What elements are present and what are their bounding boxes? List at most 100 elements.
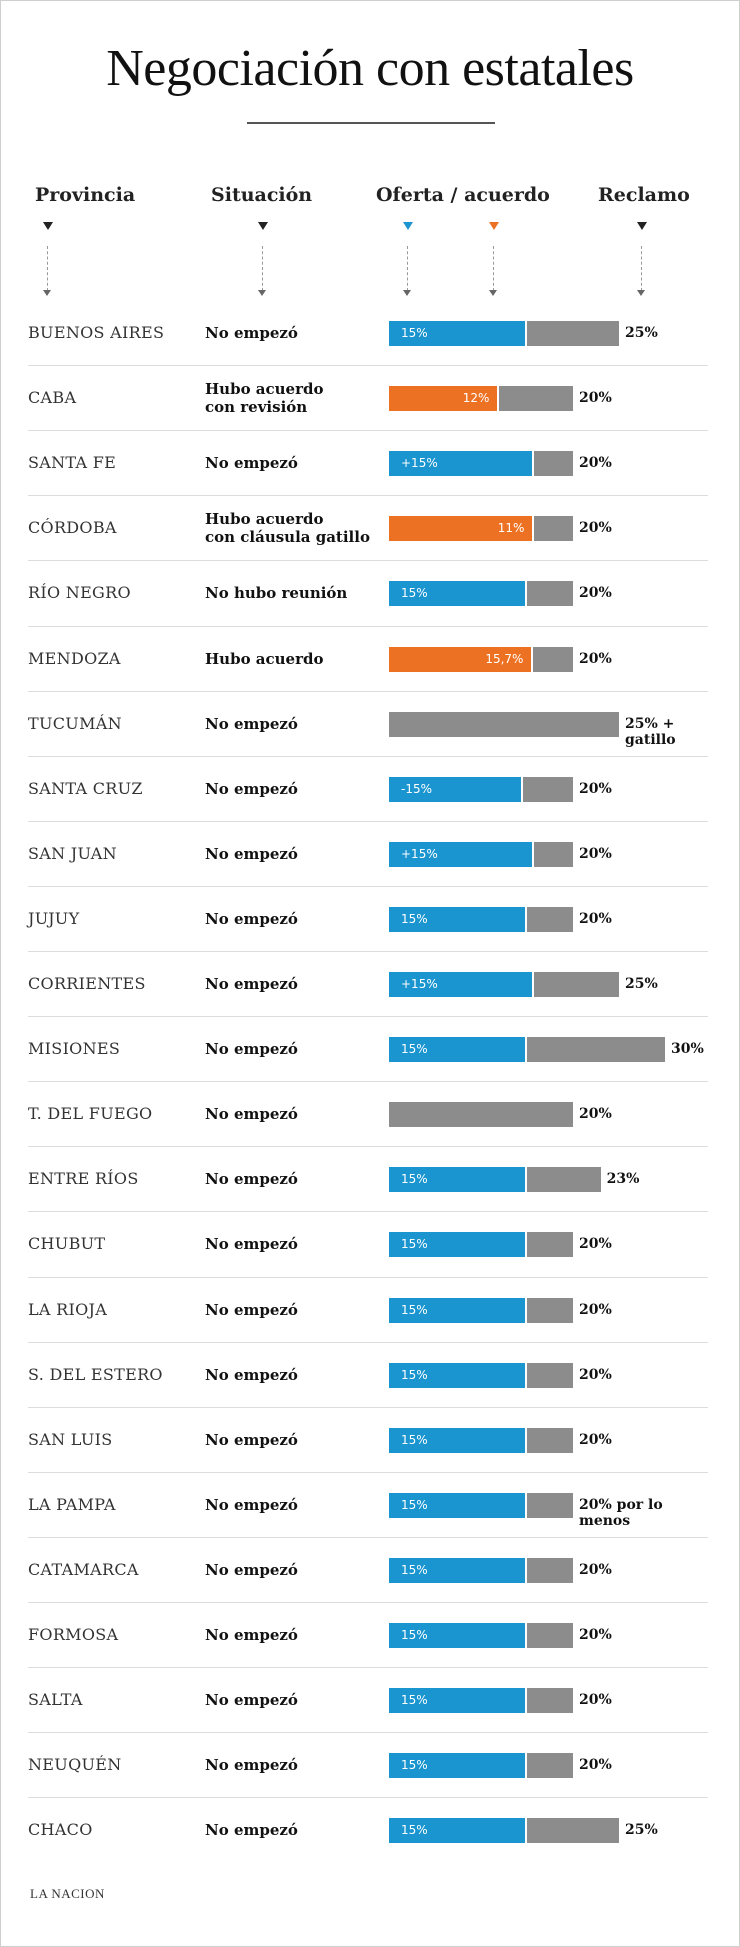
- chart-row: BUENOS AIRES No empezó 15% 25%: [28, 300, 708, 365]
- situation-label: No empezó: [205, 714, 298, 733]
- row-divider: [28, 430, 708, 432]
- province-label: SAN LUIS: [28, 1429, 113, 1449]
- oferta-guide-line: [407, 246, 408, 291]
- offer-bar: -15%: [389, 776, 524, 802]
- situation-label: No empezó: [205, 1170, 298, 1189]
- claim-value-label: 20%: [579, 1627, 612, 1643]
- claim-value-label: 20%: [579, 520, 612, 537]
- agreement-bar: 15,7%: [389, 646, 534, 672]
- province-label: MENDOZA: [28, 648, 121, 668]
- claim-bar: [389, 1102, 573, 1128]
- province-label: RÍO NEGRO: [28, 583, 131, 603]
- claim-value-label: 25% + gatillo: [625, 715, 676, 748]
- provincia-guide-line: [47, 246, 48, 291]
- province-label: LA RIOJA: [28, 1299, 108, 1319]
- chart-row: CHACO No empezó 15% 25%: [28, 1797, 708, 1862]
- offer-bar: 15%: [389, 321, 527, 346]
- claim-value-label: 20%: [579, 1301, 612, 1318]
- chart-row: CHUBUT No empezó 15% 20%: [28, 1211, 708, 1276]
- situation-label: No empezó: [205, 1495, 298, 1514]
- chart-row: SAN LUIS No empezó 15% 20%: [28, 1407, 708, 1472]
- row-divider: [28, 690, 708, 692]
- offer-bar: +15%: [389, 841, 535, 867]
- province-label: CORRIENTES: [28, 974, 146, 993]
- offer-bar: 15%: [389, 1492, 527, 1518]
- province-label: CATAMARCA: [28, 1559, 139, 1579]
- claim-bar: [389, 711, 619, 737]
- offer-bar: 15%: [389, 1557, 527, 1583]
- chart-row: CÓRDOBA Hubo acuerdo con cláusula gatillo…: [28, 495, 708, 560]
- agreement-bar: 12%: [389, 386, 500, 412]
- header-oferta: Oferta / acuerdo: [376, 184, 550, 206]
- row-divider: [28, 951, 708, 952]
- province-label: FORMOSA: [28, 1625, 119, 1644]
- province-label: CHUBUT: [28, 1234, 106, 1254]
- row-divider: [28, 365, 708, 367]
- claim-value-label: 25%: [625, 325, 658, 341]
- chart-row: FORMOSA No empezó 15% 20%: [28, 1602, 708, 1667]
- province-label: TUCUMÁN: [28, 713, 122, 733]
- province-label: S. DEL ESTERO: [28, 1364, 163, 1384]
- situation-label: Hubo acuerdo: [205, 649, 324, 668]
- chart-row: RÍO NEGRO No hubo reunión 15% 20%: [28, 560, 708, 625]
- claim-value-label: 20%: [579, 845, 612, 862]
- chart-row: SAN JUAN No empezó +15% 20%: [28, 821, 708, 886]
- offer-bar: 15%: [389, 1688, 527, 1714]
- province-label: CÓRDOBA: [28, 518, 117, 538]
- reclamo-guide-line: [641, 246, 642, 291]
- offer-bar: 15%: [389, 1297, 527, 1323]
- offer-bar: 15%: [389, 1427, 527, 1453]
- acuerdo-arrow-icon: [489, 290, 497, 296]
- chart-row: S. DEL ESTERO No empezó 15% 20%: [28, 1342, 708, 1407]
- reclamo-marker-icon: [637, 222, 647, 230]
- province-label: CABA: [28, 388, 77, 408]
- acuerdo-guide-line: [493, 246, 494, 291]
- claim-value-label: 30%: [671, 1041, 704, 1058]
- provincia-arrow-icon: [43, 290, 51, 296]
- chart-row: CABA Hubo acuerdo con revisión 12% 20%: [28, 365, 708, 430]
- chart-row: ENTRE RÍOS No empezó 15% 23%: [28, 1146, 708, 1211]
- offer-bar: 15%: [389, 1232, 527, 1258]
- source-logo: LA NACION: [30, 1886, 105, 1901]
- chart-row: SANTA FE No empezó +15% 20%: [28, 430, 708, 495]
- claim-value-label: 20%: [579, 1692, 612, 1709]
- claim-value-label: 20%: [579, 1106, 612, 1123]
- offer-bar: 15%: [389, 1037, 527, 1063]
- offer-bar: +15%: [389, 972, 535, 997]
- province-label: SAN JUAN: [28, 843, 117, 863]
- row-divider: [28, 1211, 708, 1213]
- situation-label: No empezó: [205, 454, 298, 473]
- claim-value-label: 20% por lo menos: [579, 1496, 663, 1529]
- header-provincia: Provincia: [35, 184, 136, 206]
- claim-value-label: 20%: [579, 585, 612, 602]
- situation-label: No empezó: [205, 324, 298, 342]
- chart-row: JUJUY No empezó 15% 20%: [28, 886, 708, 951]
- situation-label: Hubo acuerdo con cláusula gatillo: [205, 510, 370, 547]
- province-label: BUENOS AIRES: [28, 323, 165, 342]
- province-label: CHACO: [28, 1820, 93, 1840]
- chart-row: CATAMARCA No empezó 15% 20%: [28, 1537, 708, 1602]
- chart-row: LA PAMPA No empezó 15% 20% por lo menos: [28, 1472, 708, 1537]
- claim-value-label: 20%: [579, 780, 612, 797]
- row-divider: [28, 1276, 708, 1278]
- offer-bar: 15%: [389, 581, 527, 607]
- chart-title: Negociación con estatales: [106, 40, 634, 97]
- province-label: T. DEL FUEGO: [28, 1104, 153, 1124]
- header-reclamo: Reclamo: [598, 184, 690, 206]
- acuerdo-marker-icon: [489, 222, 499, 230]
- situacion-arrow-icon: [258, 290, 266, 296]
- row-divider: [28, 1146, 708, 1148]
- claim-value-label: 20%: [579, 1431, 612, 1448]
- row-divider: [28, 820, 708, 822]
- row-divider: [28, 755, 708, 757]
- chart-row: T. DEL FUEGO No empezó 20%: [28, 1081, 708, 1146]
- row-divider: [28, 625, 708, 627]
- situation-label: No empezó: [205, 1626, 298, 1644]
- claim-value-label: 20%: [579, 390, 612, 407]
- situation-label: No empezó: [205, 975, 298, 993]
- situation-label: No empezó: [205, 1300, 298, 1319]
- chart-row: TUCUMÁN No empezó 25% + gatillo: [28, 691, 708, 756]
- chart-row: SALTA No empezó 15% 20%: [28, 1667, 708, 1732]
- situation-label: No empezó: [205, 909, 298, 928]
- province-label: JUJUY: [28, 908, 80, 928]
